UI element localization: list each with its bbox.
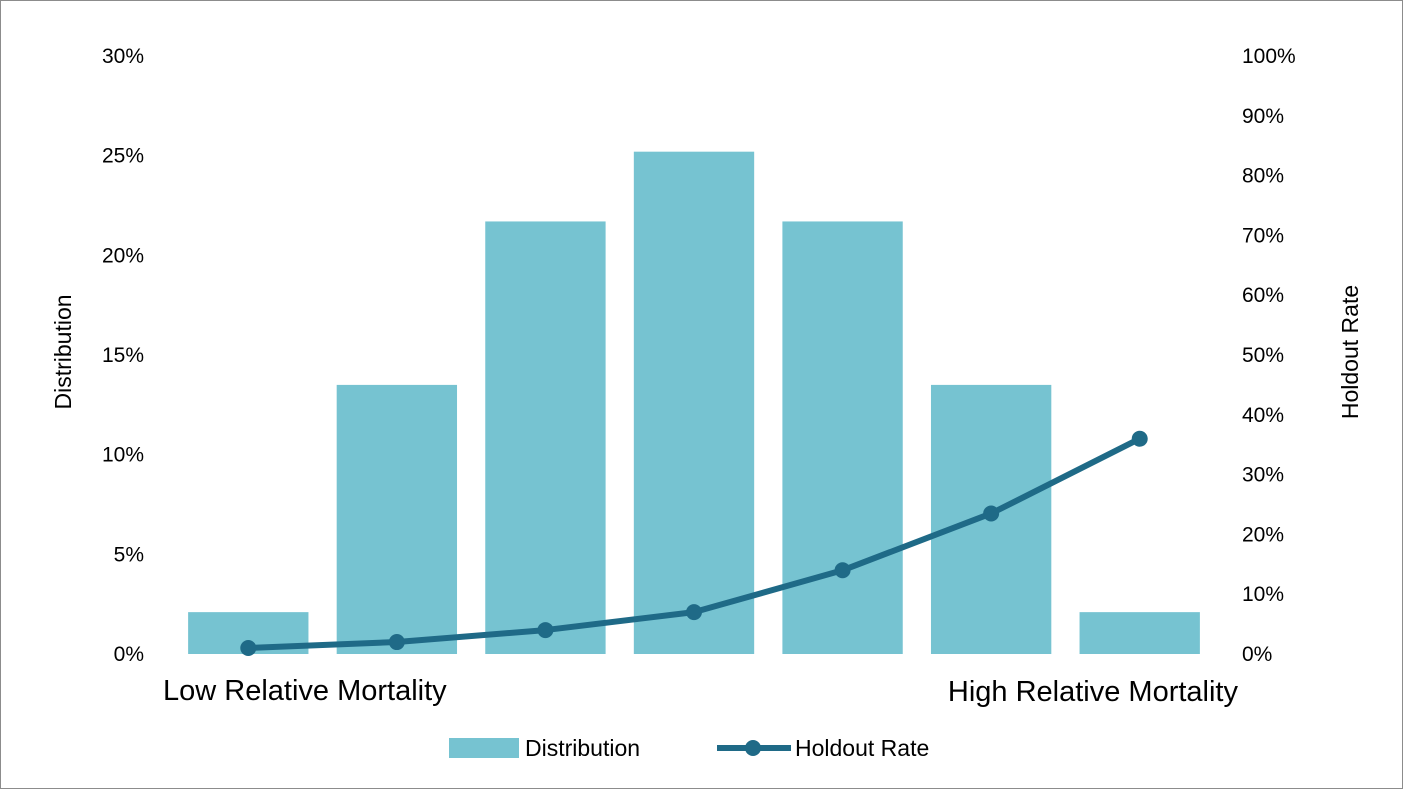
left-tick-label: 15% [102, 344, 144, 367]
distribution-bar [633, 151, 755, 654]
right-tick-label: 50% [1242, 344, 1284, 367]
legend-distribution-swatch [449, 738, 519, 758]
right-tick-label: 20% [1242, 523, 1284, 546]
right-tick-label: 70% [1242, 224, 1284, 247]
right-tick-label: 80% [1242, 165, 1284, 188]
left-axis-ticks: 0% 5% 10% 15% 20% 25% 30% [102, 45, 144, 666]
right-tick-label: 30% [1242, 464, 1284, 487]
left-tick-label: 30% [102, 45, 144, 68]
right-tick-label: 10% [1242, 583, 1284, 606]
holdout-rate-point [983, 505, 1000, 522]
right-tick-label: 90% [1242, 105, 1284, 128]
legend-distribution-label: Distribution [525, 735, 640, 761]
distribution-bar [782, 221, 903, 655]
holdout-rate-point [388, 634, 405, 651]
holdout-rate-point [834, 562, 851, 579]
holdout-rate-point [240, 640, 257, 657]
right-tick-label: 0% [1242, 643, 1272, 666]
distribution-bar [485, 221, 606, 655]
distribution-bar [1079, 612, 1200, 654]
right-tick-label: 60% [1242, 284, 1284, 307]
right-tick-label: 100% [1242, 45, 1296, 68]
legend: Distribution Holdout Rate [449, 735, 929, 761]
x-label-low: Low Relative Mortality [163, 675, 447, 707]
holdout-rate-point [686, 604, 702, 621]
holdout-rate-point [1131, 430, 1148, 447]
x-label-high: High Relative Mortality [948, 676, 1239, 708]
left-tick-label: 20% [102, 244, 144, 267]
right-axis-ticks: 0% 10% 20% 30% 40% 50% 60% 70% 80% 90% 100% [1242, 45, 1296, 666]
left-axis-title: Distribution [50, 294, 76, 409]
left-tick-label: 0% [114, 643, 144, 666]
left-tick-label: 5% [114, 543, 144, 566]
holdout-rate-point [537, 622, 554, 639]
legend-holdout-label: Holdout Rate [795, 735, 929, 761]
holdout-rate-line [240, 430, 1148, 657]
left-tick-label: 25% [102, 145, 144, 168]
left-tick-label: 10% [102, 444, 144, 467]
distribution-bar [336, 384, 458, 654]
distribution-bars [188, 151, 1200, 655]
right-axis-title: Holdout Rate [1337, 285, 1363, 419]
right-tick-label: 40% [1242, 404, 1284, 427]
legend-holdout-marker [745, 740, 761, 756]
